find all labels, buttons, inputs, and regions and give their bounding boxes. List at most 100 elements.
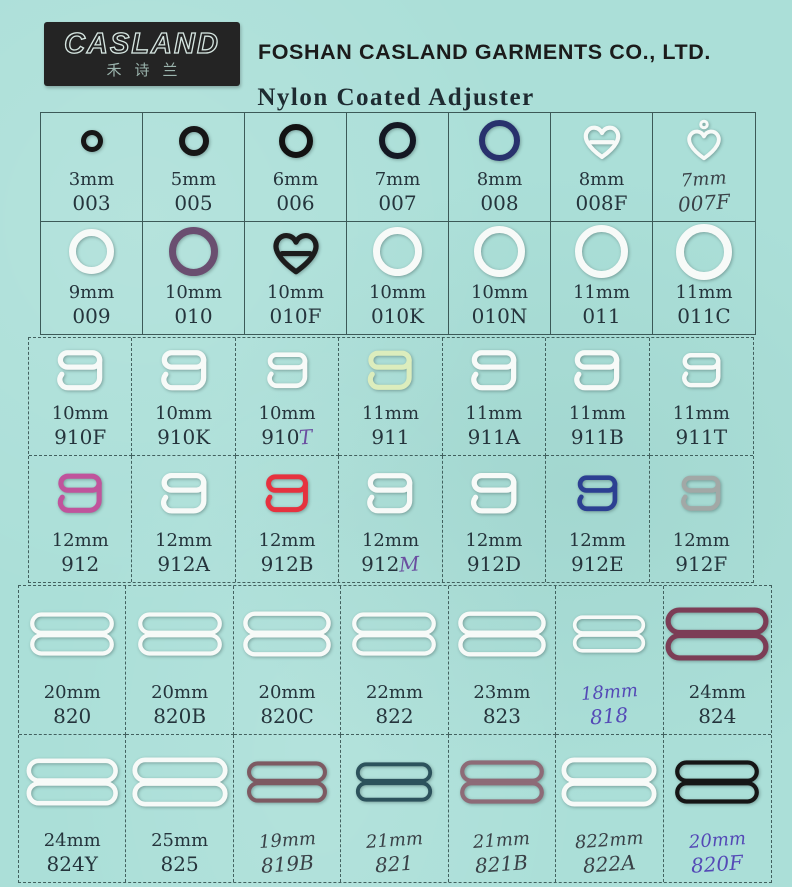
size-label: 8mm xyxy=(578,168,625,190)
hook-graphic xyxy=(339,338,441,403)
product-cell-008F: 8mm 008F xyxy=(551,113,653,222)
product-code: 008F xyxy=(575,191,627,216)
size-label: 12mm xyxy=(155,529,213,551)
size-label: 21mm xyxy=(365,827,424,853)
size-label: 12mm xyxy=(568,529,626,551)
company-name: FOSHAN CASLAND GARMENTS CO., LTD. xyxy=(258,40,711,64)
hook-graphic xyxy=(443,456,545,530)
product-code-text: 912E xyxy=(570,552,624,576)
product-code: 824Y xyxy=(47,852,98,877)
page-title: Nylon Coated Adjuster xyxy=(257,84,535,111)
product-cell-825: 25mm 825 xyxy=(126,735,234,882)
product-cell-007: 7mm 007 xyxy=(347,113,449,222)
product-code: 010 xyxy=(174,304,212,329)
product-code: 010N xyxy=(472,304,528,329)
size-label: 5mm xyxy=(170,168,217,190)
company-logo: CASLAND 禾诗兰 xyxy=(44,22,240,86)
product-cell-821: 21mm 821 xyxy=(341,735,449,882)
ring-graphic xyxy=(347,222,448,282)
product-cell-011: 11mm 011 xyxy=(551,222,653,334)
product-code-text: 911B xyxy=(570,425,624,449)
product-code: 820 xyxy=(53,704,91,729)
hook-graphic xyxy=(29,338,131,403)
product-code: 008 xyxy=(480,191,518,216)
product-code: 822 xyxy=(375,704,413,729)
ring-graphic xyxy=(551,222,652,282)
product-code-text: 912F xyxy=(675,552,728,576)
product-code: 821 xyxy=(374,850,415,878)
slider-graphic xyxy=(556,586,662,682)
section-slider-adjusters: 20mm 820 20mm 820B 20mm 820C 22mm 822 23mm 82… xyxy=(18,585,772,883)
product-code: 007 xyxy=(378,191,416,216)
product-cell-822: 22mm 822 xyxy=(341,586,449,735)
product-code: 825 xyxy=(161,852,199,877)
product-code-text: 910F xyxy=(54,425,107,449)
product-code-text: 912A xyxy=(157,552,210,576)
product-code-text: 821B xyxy=(474,850,530,878)
product-code: 009 xyxy=(72,304,110,329)
size-label: 22mm xyxy=(365,681,424,703)
product-code-text: 821 xyxy=(374,850,415,878)
product-code-text: 008 xyxy=(480,191,519,215)
product-cell-910F: 10mm 910F xyxy=(29,338,133,456)
hook-graphic xyxy=(546,338,648,403)
logo-chinese-text: 禾诗兰 xyxy=(106,61,191,79)
slider-graphic xyxy=(234,735,340,830)
heart-bar-graphic xyxy=(245,222,346,282)
ring-graphic xyxy=(449,222,550,282)
size-label: 20mm xyxy=(258,681,316,703)
ring-graphic xyxy=(653,222,755,282)
product-code: 820B xyxy=(153,704,206,729)
product-cell-820: 20mm 820 xyxy=(19,586,127,735)
logo-wordmark: CASLAND xyxy=(63,28,220,60)
product-code-text: 911T xyxy=(675,425,728,449)
product-code-text: 912B xyxy=(260,552,314,576)
product-code-text: 008F xyxy=(575,191,628,215)
size-label: 12mm xyxy=(672,529,730,551)
size-label: 9mm xyxy=(68,281,115,303)
slider-graphic xyxy=(449,735,555,830)
product-code: 912M xyxy=(361,551,421,577)
product-code-text: 010 xyxy=(174,304,213,328)
product-code: 006 xyxy=(276,191,314,216)
slider-graphic xyxy=(664,586,771,682)
product-code: 010F xyxy=(269,304,321,329)
hook-graphic xyxy=(650,338,753,403)
slider-graphic xyxy=(556,735,662,830)
product-code-text: 010K xyxy=(370,304,425,328)
slider-graphic xyxy=(126,586,232,682)
slider-graphic xyxy=(19,586,125,682)
size-label: 10mm xyxy=(470,281,529,303)
size-label: 10mm xyxy=(266,281,325,303)
product-cell-820C: 20mm 820C xyxy=(233,586,342,735)
product-code: 010K xyxy=(371,304,424,329)
slider-graphic xyxy=(341,586,447,682)
slider-graphic xyxy=(234,586,340,682)
product-cell-910T: 10mm 910T xyxy=(235,338,340,456)
slider-graphic xyxy=(664,735,771,830)
product-code-handwritten-suffix: M xyxy=(398,551,421,577)
size-label: 11mm xyxy=(361,402,420,424)
product-cell-007F: 7mm 007F xyxy=(653,113,755,222)
product-cell-820F: 20mm 820F xyxy=(664,735,771,882)
size-label: 20mm xyxy=(151,681,209,703)
slider-graphic xyxy=(19,735,125,830)
hook-graphic xyxy=(132,456,234,530)
product-cell-910K: 10mm 910K xyxy=(132,338,236,456)
size-label: 11mm xyxy=(568,402,626,424)
product-code-text: 818 xyxy=(589,702,630,730)
hook-graphic xyxy=(339,456,441,530)
product-cell-912B: 12mm 912B xyxy=(236,456,340,582)
product-code-text: 912 xyxy=(361,552,400,576)
product-code: 818 xyxy=(589,702,630,730)
product-code-text: 820 xyxy=(53,704,92,728)
size-label: 12mm xyxy=(361,529,420,551)
product-code: 910T xyxy=(261,425,313,450)
size-label: 18mm xyxy=(580,679,639,705)
product-code: 007F xyxy=(677,189,731,217)
product-code: 823 xyxy=(483,704,521,729)
size-label: 7mm xyxy=(680,166,728,192)
product-cell-824: 24mm 824 xyxy=(663,586,771,735)
product-code-text: 824 xyxy=(698,704,737,728)
